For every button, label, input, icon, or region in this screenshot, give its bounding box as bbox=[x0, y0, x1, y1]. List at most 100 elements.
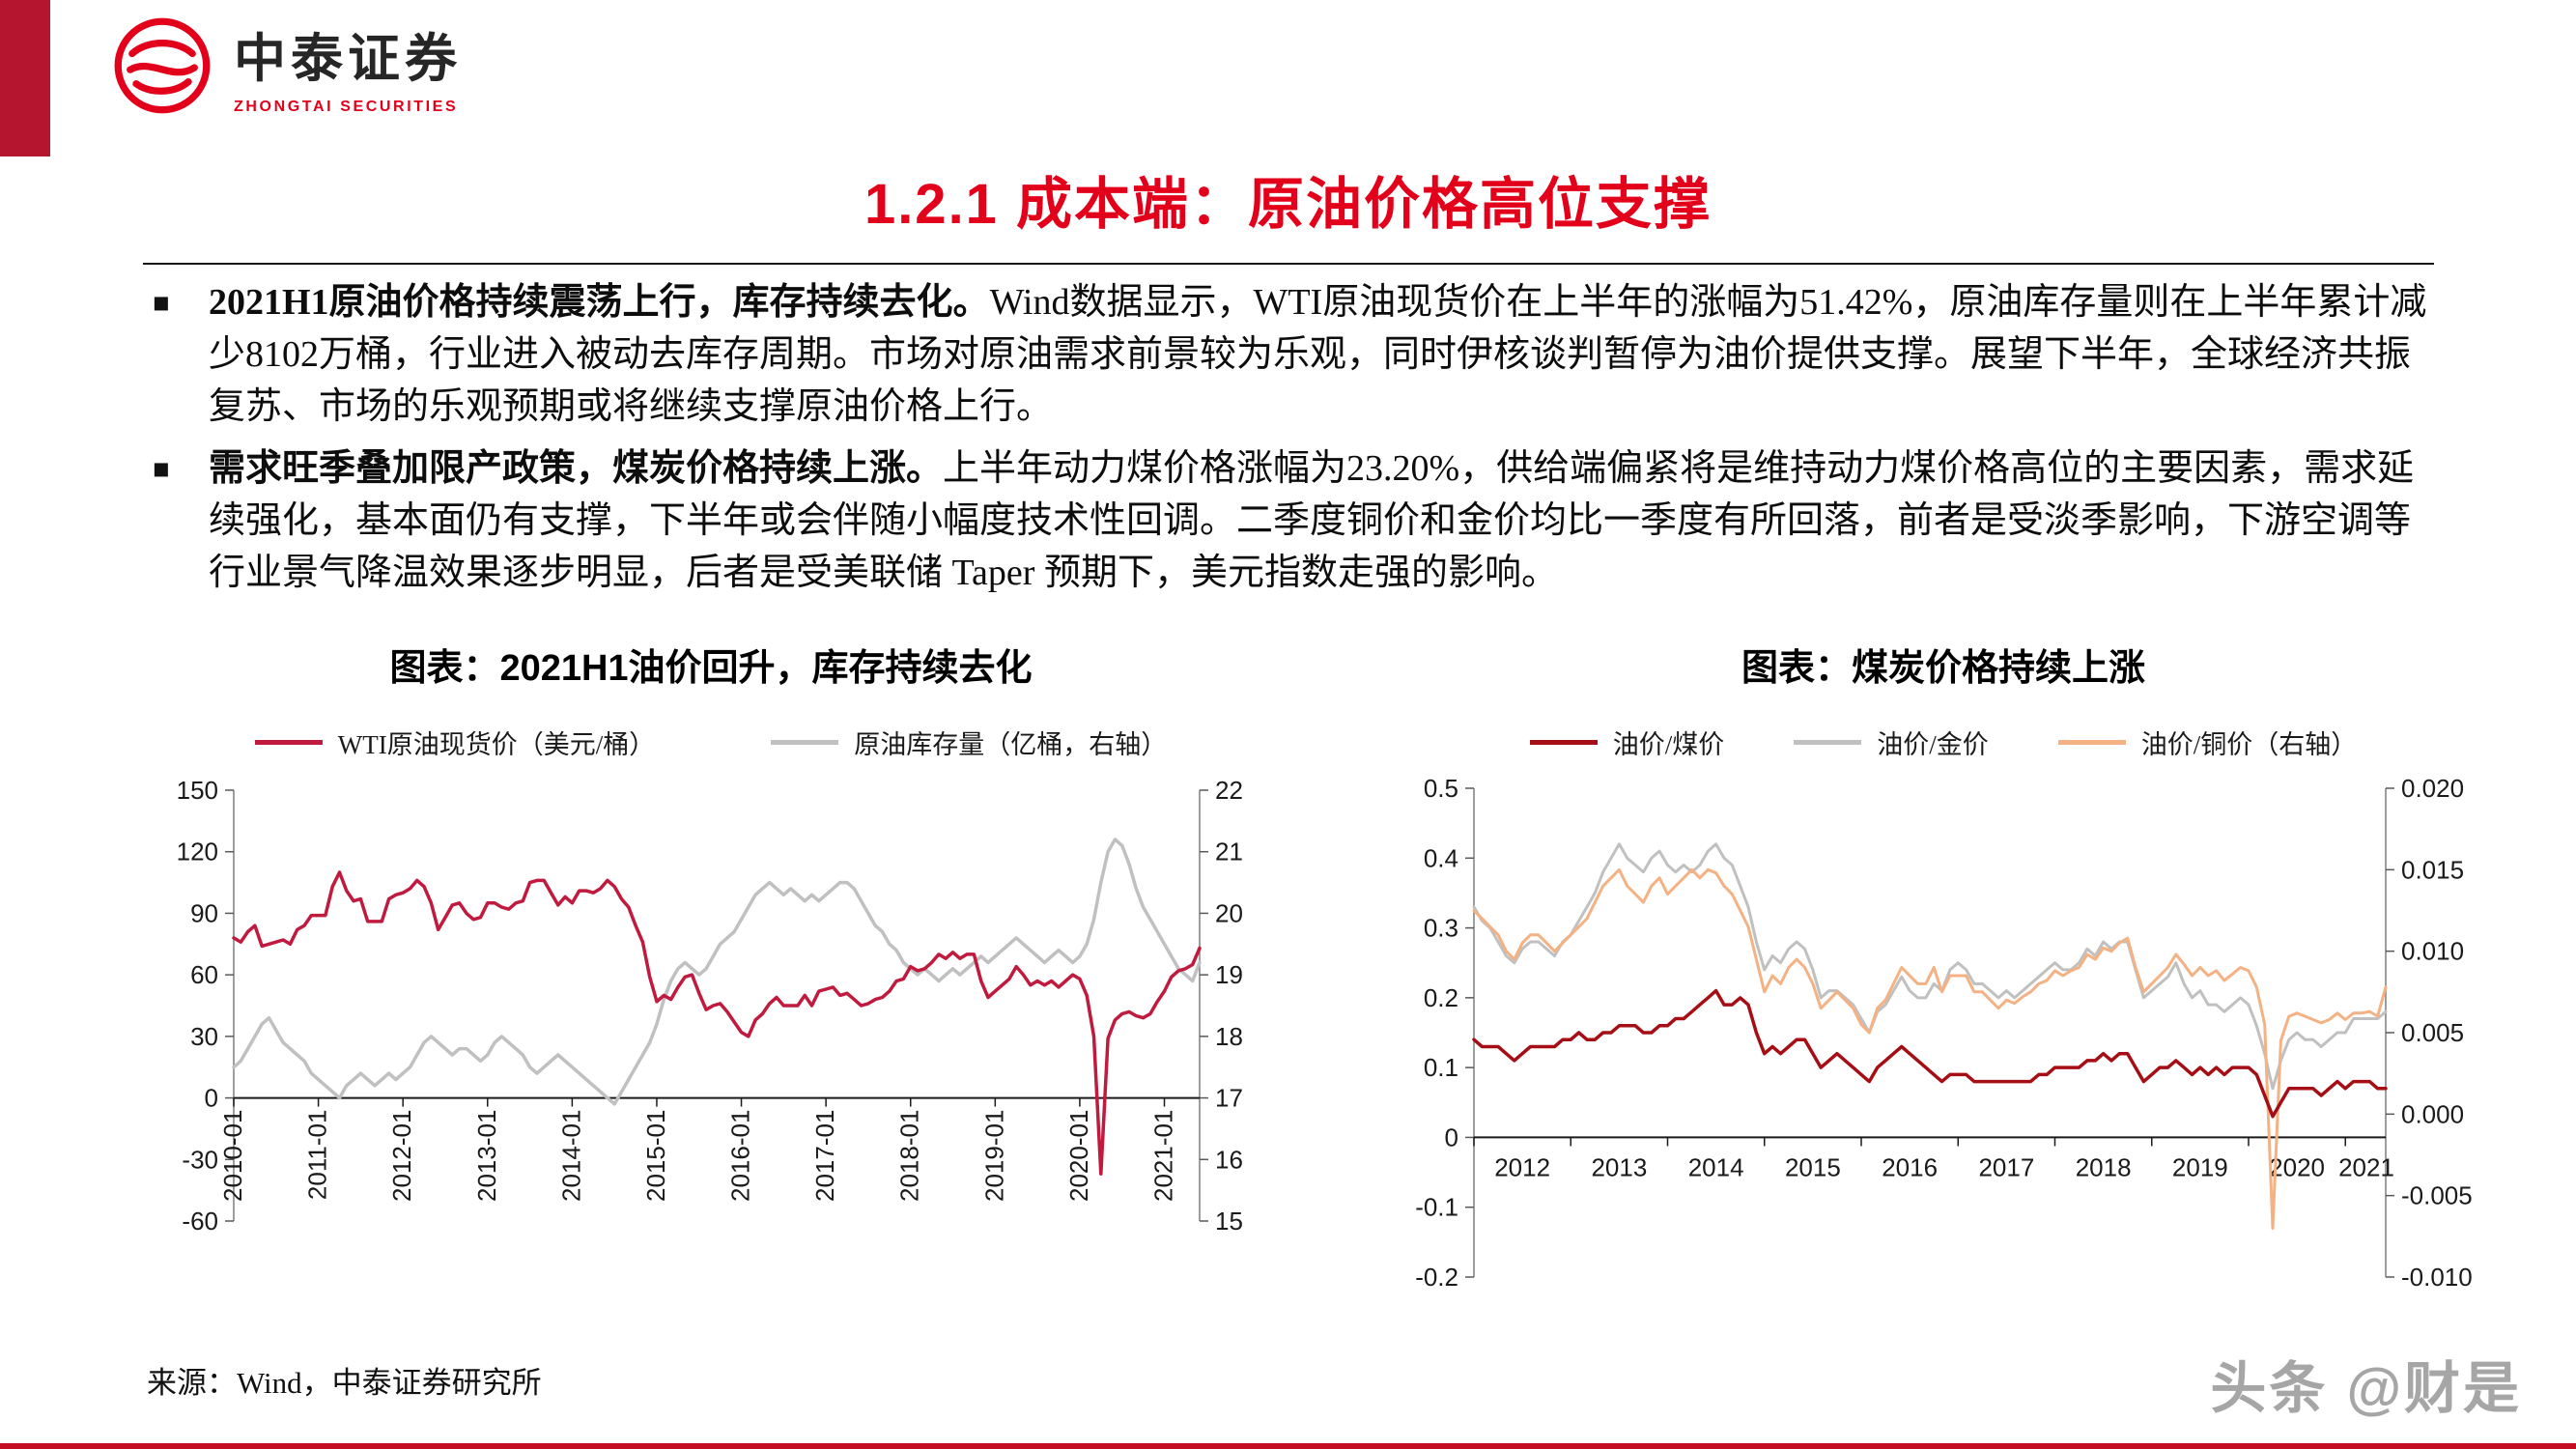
legend-line-swatch bbox=[254, 740, 323, 745]
legend-label: WTI原油现货价（美元/桶） bbox=[337, 730, 656, 759]
chart-title: 图表：2021H1油价回升，库存持续去化 bbox=[389, 648, 1033, 689]
y-axis-tick-label: 120 bbox=[177, 838, 218, 867]
series-line bbox=[1472, 867, 2388, 1230]
y-axis-tick-label: 0.010 bbox=[2401, 937, 2464, 966]
y-axis-tick-label: 17 bbox=[1215, 1084, 1243, 1113]
bullet-lead: 2021H1原油价格持续震荡上行，库存持续去化。 bbox=[209, 282, 990, 323]
legend-item: WTI原油现货价（美元/桶） bbox=[254, 724, 656, 761]
bottom-accent-rule bbox=[0, 1443, 2576, 1449]
y-axis-tick-label: 18 bbox=[1215, 1022, 1243, 1051]
chart-title: 图表：煤炭价格持续上涨 bbox=[1741, 648, 2145, 689]
zhongtai-logo-icon bbox=[114, 17, 211, 114]
x-axis-tick-label: 2016 bbox=[1882, 1152, 1938, 1181]
bullet-item: ■ 需求旺季叠加限产政策，煤炭价格持续上涨。上半年动力煤价格涨幅为23.20%，… bbox=[153, 442, 2440, 599]
y-axis-tick-label: -0.1 bbox=[1415, 1193, 1458, 1222]
price-ratio-chart: 图表：煤炭价格持续上涨 油价/煤价 油价/金价 油价/铜价（右轴） 0.5 0.4 0.… bbox=[1383, 638, 2504, 1337]
x-axis-tick-label: 2020-01 bbox=[1064, 1110, 1093, 1202]
y-axis-tick-label: 16 bbox=[1215, 1145, 1243, 1174]
corner-accent-stripe bbox=[0, 0, 50, 156]
x-axis-tick-label: 2020 bbox=[2269, 1152, 2325, 1181]
x-axis-tick-label: 2021-01 bbox=[1149, 1110, 1178, 1202]
legend-label: 油价/铜价（右轴） bbox=[2140, 730, 2358, 759]
x-axis-tick-label: 2013-01 bbox=[472, 1110, 501, 1202]
x-axis-tick-label: 2018 bbox=[2076, 1152, 2132, 1181]
legend-item: 油价/铜价（右轴） bbox=[2057, 724, 2358, 761]
bullet-body: 上半年动力煤价格涨幅为23.20%，供给端偏紧将是维持动力煤价格高位的主要因素，… bbox=[209, 448, 2415, 593]
y-axis-tick-label: 90 bbox=[190, 898, 218, 927]
series-line bbox=[232, 838, 1202, 1106]
y-axis-tick-label: 0 bbox=[1445, 1122, 1458, 1151]
y-axis-tick-label: -0.005 bbox=[2401, 1181, 2473, 1210]
x-axis-tick-label: 2018-01 bbox=[895, 1110, 924, 1202]
x-axis-tick-label: 2017 bbox=[1978, 1152, 2034, 1181]
legend-line-swatch bbox=[771, 740, 839, 745]
series-line bbox=[1472, 842, 2388, 1091]
legend-item: 油价/煤价 bbox=[1529, 724, 1725, 761]
source-note: 来源：Wind，中泰证券研究所 bbox=[147, 1366, 542, 1400]
y-axis-tick-label: -0.2 bbox=[1415, 1263, 1458, 1292]
bullet-text: 需求旺季叠加限产政策，煤炭价格持续上涨。上半年动力煤价格涨幅为23.20%，供给… bbox=[209, 442, 2440, 599]
legend-item: 油价/金价 bbox=[1794, 724, 1989, 761]
x-axis-tick-label: 2010-01 bbox=[218, 1110, 247, 1202]
brand-text: 中泰证券 ZHONGTAI SECURITIES bbox=[234, 15, 462, 116]
chart-legend-0: WTI原油现货价（美元/桶） 原油库存量（亿桶，右轴） bbox=[141, 724, 1281, 761]
y-axis-tick-label: 0.1 bbox=[1424, 1053, 1458, 1082]
y-axis-tick-label: 0.5 bbox=[1424, 774, 1458, 803]
y-axis-tick-label: 0.015 bbox=[2401, 855, 2464, 884]
y-axis-tick-label: 20 bbox=[1215, 898, 1243, 927]
chart-legend-1: 油价/煤价 油价/金价 油价/铜价（右轴） bbox=[1383, 724, 2504, 761]
x-axis-tick-label: 2015-01 bbox=[641, 1110, 670, 1202]
y-axis-tick-label: 0.4 bbox=[1424, 843, 1458, 872]
legend-line-swatch bbox=[1529, 740, 1598, 745]
y-axis-tick-label: -60 bbox=[182, 1207, 218, 1236]
legend-item: 原油库存量（亿桶，右轴） bbox=[771, 724, 1167, 761]
x-axis-tick-label: 2021 bbox=[2338, 1152, 2394, 1181]
y-axis-tick-label: 0.2 bbox=[1424, 983, 1458, 1012]
watermark: 头条 @财是 bbox=[2210, 1357, 2522, 1420]
series-line bbox=[1472, 988, 2388, 1119]
y-axis-tick-label: 0.3 bbox=[1424, 914, 1458, 943]
y-axis-tick-label: 60 bbox=[190, 960, 218, 989]
brand-name-en: ZHONGTAI SECURITIES bbox=[234, 99, 459, 115]
title-divider bbox=[143, 263, 2434, 265]
oil-price-inventory-chart: 图表：2021H1油价回升，库存持续去化 WTI原油现货价（美元/桶） 原油库存量… bbox=[141, 638, 1281, 1339]
y-axis-tick-label: 0.000 bbox=[2401, 1099, 2464, 1128]
y-axis-tick-label: -0.010 bbox=[2401, 1263, 2473, 1292]
x-axis-tick-label: 2019 bbox=[2172, 1152, 2228, 1181]
y-axis-tick-label: 22 bbox=[1215, 776, 1243, 805]
x-axis-tick-label: 2012-01 bbox=[387, 1110, 416, 1202]
legend-line-swatch bbox=[2057, 740, 2126, 745]
bullet-list: ■ 2021H1原油价格持续震荡上行，库存持续去化。Wind数据显示，WTI原油… bbox=[153, 276, 2440, 609]
bullet-square-icon: ■ bbox=[153, 288, 170, 319]
x-axis-tick-label: 2019-01 bbox=[979, 1110, 1008, 1202]
bullet-item: ■ 2021H1原油价格持续震荡上行，库存持续去化。Wind数据显示，WTI原油… bbox=[153, 276, 2440, 433]
y-axis-tick-label: 150 bbox=[177, 776, 218, 805]
bullet-body: Wind数据显示，WTI原油现货价在上半年的涨幅为51.42%，原油库存量则在上… bbox=[209, 282, 2427, 427]
chart-svg-0: 150 120 90 60 30 0 -30 -60 22 21 20 19 18 17 16 15 2010-… bbox=[177, 776, 1243, 1236]
x-axis-tick-label: 2016-01 bbox=[726, 1110, 755, 1202]
page-title: 1.2.1 成本端：原油价格高位支撑 bbox=[863, 173, 1713, 236]
legend-label: 油价/金价 bbox=[1877, 730, 1989, 759]
y-axis-tick-label: 19 bbox=[1215, 960, 1243, 989]
legend-label: 油价/煤价 bbox=[1612, 730, 1725, 759]
y-axis-tick-label: 0.020 bbox=[2401, 774, 2464, 803]
bullet-text: 2021H1原油价格持续震荡上行，库存持续去化。Wind数据显示，WTI原油现货… bbox=[209, 276, 2440, 433]
y-axis-tick-label: 30 bbox=[190, 1022, 218, 1051]
x-axis-tick-label: 2012 bbox=[1494, 1152, 1550, 1181]
x-axis-tick-label: 2011-01 bbox=[303, 1110, 332, 1201]
bullet-square-icon: ■ bbox=[153, 454, 170, 485]
y-axis-tick-label: 0 bbox=[205, 1084, 218, 1113]
chart-svg-1: 0.5 0.4 0.3 0.2 0.1 0 -0.1 -0.2 0.020 0.015 0.010 0… bbox=[1415, 774, 2473, 1292]
series-line bbox=[232, 870, 1202, 1176]
y-axis-tick-label: 0.005 bbox=[2401, 1018, 2464, 1047]
y-axis-tick-label: 15 bbox=[1215, 1207, 1243, 1236]
x-axis-tick-label: 2014-01 bbox=[556, 1110, 585, 1202]
brand-name-cn: 中泰证券 bbox=[234, 30, 462, 88]
brand-logo: 中泰证券 ZHONGTAI SECURITIES bbox=[112, 15, 462, 116]
x-axis-tick-label: 2014 bbox=[1688, 1152, 1744, 1181]
x-axis-tick-label: 2017-01 bbox=[810, 1110, 839, 1202]
x-axis-tick-label: 2015 bbox=[1785, 1152, 1841, 1181]
y-axis-tick-label: -30 bbox=[182, 1145, 218, 1174]
y-axis-tick-label: 21 bbox=[1215, 838, 1243, 867]
x-axis-tick-label: 2013 bbox=[1591, 1152, 1647, 1181]
